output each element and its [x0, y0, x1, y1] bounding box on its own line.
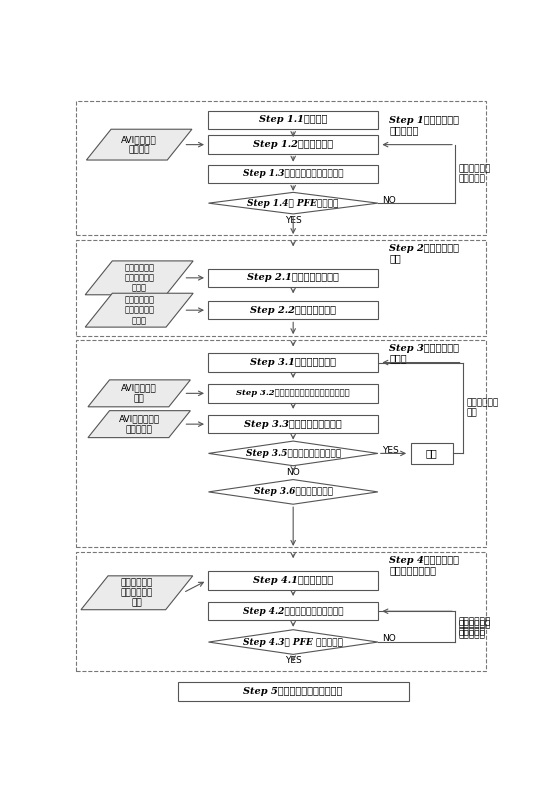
Text: 路径流量估计
器外层循环: 路径流量估计 器外层循环	[459, 164, 491, 183]
Text: Step 3.3：输出路径最优估计: Step 3.3：输出路径最优估计	[244, 420, 342, 429]
Bar	[76, 340, 486, 547]
Text: Step 2：粒子滤波初
始化: Step 2：粒子滤波初 始化	[390, 244, 459, 264]
Text: AVI个体车辆行
程时间数据: AVI个体车辆行 程时间数据	[118, 414, 159, 434]
Bar	[410, 443, 453, 465]
Bar	[208, 415, 378, 433]
Text: Step 1.1：初始化: Step 1.1：初始化	[259, 115, 327, 124]
Text: Step 4：更新路径流
量估计器估计结果: Step 4：更新路径流 量估计器估计结果	[390, 556, 459, 575]
Bar	[208, 384, 378, 403]
Text: 路径流量估计
器外层循环: 路径流量估计 器外层循环	[459, 617, 491, 636]
Polygon shape	[208, 630, 378, 654]
Bar	[208, 301, 378, 320]
Polygon shape	[208, 480, 378, 504]
Text: 重构算法外层
循环: 重构算法外层 循环	[466, 398, 499, 417]
Bar	[208, 165, 378, 183]
Text: YES: YES	[285, 215, 301, 224]
Text: NO: NO	[382, 195, 396, 204]
Bar	[208, 602, 378, 621]
Text: YES: YES	[285, 656, 301, 665]
Polygon shape	[88, 411, 190, 437]
Text: NO: NO	[382, 634, 396, 643]
Text: 路径流量估计
器外层循环: 路径流量估计 器外层循环	[459, 620, 491, 639]
Polygon shape	[87, 129, 192, 160]
Text: AVI部分路段
流量数据: AVI部分路段 流量数据	[121, 135, 157, 155]
Bar	[76, 101, 486, 235]
Polygon shape	[85, 261, 193, 295]
Text: YES: YES	[382, 446, 398, 455]
Polygon shape	[88, 380, 190, 407]
Bar	[208, 135, 378, 154]
Text: Step 4.3： PFE 收敛性测试: Step 4.3： PFE 收敛性测试	[243, 638, 343, 646]
Text: Step 3.1：初始化粒子群: Step 3.1：初始化粒子群	[250, 358, 336, 367]
Bar	[208, 571, 378, 590]
Polygon shape	[85, 293, 193, 327]
Text: Step 3.2：基于四个观测方程分配粒子权重: Step 3.2：基于四个观测方程分配粒子权重	[236, 389, 350, 397]
Bar	[178, 682, 409, 701]
Text: Step 1.2：路径集生成: Step 1.2：路径集生成	[253, 140, 333, 149]
Text: AVI部分路径
数据: AVI部分路径 数据	[121, 384, 157, 403]
Text: Step 3.6：组件更新测试: Step 3.6：组件更新测试	[254, 487, 333, 497]
Polygon shape	[208, 441, 378, 465]
Bar	[208, 268, 378, 287]
Bar	[208, 353, 378, 372]
Text: Step 1.4： PFE收敛测试: Step 1.4： PFE收敛测试	[248, 199, 339, 207]
Text: 路径流量估计
器路段流量估
计结果: 路径流量估计 器路段流量估 计结果	[124, 296, 154, 325]
Text: Step 5：更新粒子滤波观测方程: Step 5：更新粒子滤波观测方程	[243, 686, 343, 696]
Text: Step 3.5：粒子滤波收敛性测试: Step 3.5：粒子滤波收敛性测试	[246, 449, 341, 458]
Polygon shape	[81, 576, 193, 610]
Bar	[208, 111, 378, 129]
Text: Step 1：路径流量估
计器初始化: Step 1：路径流量估 计器初始化	[390, 116, 459, 135]
Polygon shape	[208, 192, 378, 214]
Text: Step 2.2：观测方程生成: Step 2.2：观测方程生成	[250, 306, 336, 315]
Text: Step 2.1：可能路径集生成: Step 2.1：可能路径集生成	[247, 273, 339, 282]
Text: 停止: 停止	[426, 449, 438, 458]
Text: NO: NO	[286, 468, 300, 477]
Text: Step 1.3：（内层循环）迭代平衡: Step 1.3：（内层循环）迭代平衡	[243, 169, 344, 179]
Text: Step 4.2：（内层循环）迭代平衡: Step 4.2：（内层循环）迭代平衡	[243, 606, 344, 616]
Text: 粒子滤波重构
路径集及路径
流量: 粒子滤波重构 路径集及路径 流量	[121, 578, 153, 608]
Text: Step 3：粒子滤波路
径重构: Step 3：粒子滤波路 径重构	[390, 344, 459, 364]
Text: 路径流量估计
器行程时间估
计结果: 路径流量估计 器行程时间估 计结果	[124, 263, 154, 292]
Bar	[76, 240, 486, 336]
Bar	[76, 552, 486, 670]
Text: Step 4.1：路径集生成: Step 4.1：路径集生成	[253, 576, 333, 585]
